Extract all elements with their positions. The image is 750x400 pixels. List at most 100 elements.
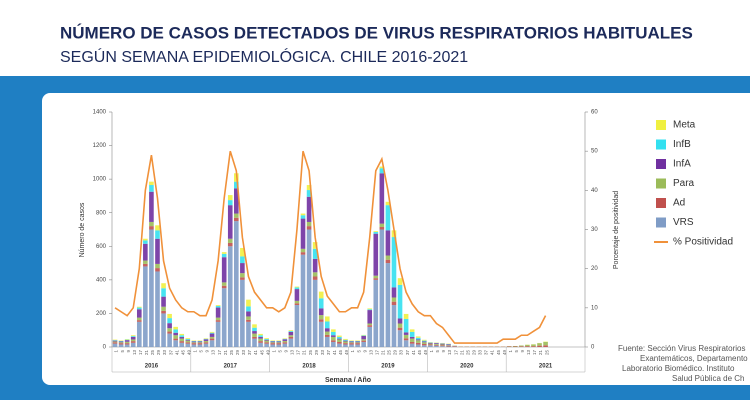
bar-segment	[391, 297, 397, 302]
x-tick-label: 1	[508, 350, 513, 353]
bar-segment	[240, 247, 245, 257]
x-axis-title: Semana / Año	[325, 377, 371, 384]
bar-segment	[167, 328, 172, 332]
bar-segment	[276, 343, 282, 345]
bar-segment	[215, 307, 221, 318]
bar-segment	[240, 256, 245, 264]
bar-segment	[373, 233, 379, 276]
bar-segment	[415, 336, 421, 338]
bar-segment	[312, 242, 318, 249]
bar-segment	[421, 343, 427, 346]
bar-segment	[379, 226, 385, 230]
x-tick-label: 21	[302, 350, 307, 356]
bar-segment	[318, 315, 324, 320]
bar-segment	[367, 309, 373, 311]
x-tick-label: 41	[332, 350, 337, 356]
bar-segment	[149, 185, 154, 192]
bar-segment	[373, 232, 379, 234]
bar-segment	[124, 340, 130, 342]
bar-segment	[349, 343, 354, 345]
bar-segment	[173, 329, 178, 333]
bar-segment	[240, 277, 245, 280]
x-tick-label: 1	[429, 350, 434, 353]
x-tick-label: 21	[223, 350, 228, 356]
bar-segment	[240, 273, 245, 278]
bar-segment	[246, 319, 251, 322]
x-tick-label: 17	[453, 350, 458, 356]
bar-segment	[379, 229, 385, 347]
bar-segment	[173, 338, 178, 341]
bar-segment	[112, 339, 118, 341]
year-label: 2016	[145, 364, 159, 370]
y-tick-label: 1400	[93, 110, 107, 116]
y-tick-label: 200	[96, 311, 107, 317]
bar-segment	[234, 188, 239, 214]
bar-segment	[130, 342, 136, 347]
bar-segment	[240, 263, 245, 274]
x-tick-label: 25	[308, 350, 313, 356]
bar-segment	[312, 279, 318, 347]
bar-segment	[421, 341, 427, 343]
bar-segment	[373, 278, 379, 280]
bar-segment	[343, 341, 348, 344]
bar-segment	[167, 318, 172, 324]
x-tick-label: 33	[241, 350, 246, 356]
bar-segment	[294, 300, 300, 304]
bar-segment	[312, 248, 318, 259]
bar-segment	[421, 339, 427, 341]
bar-segment	[391, 301, 397, 306]
x-tick-label: 17	[532, 350, 537, 356]
source-line: Laboratorio Biomédico. Instituto	[622, 364, 735, 373]
bar-segment	[294, 289, 300, 301]
x-tick-label: 33	[399, 350, 404, 356]
bar-segment	[349, 344, 354, 347]
bar-segment	[531, 344, 536, 347]
bar-segment	[179, 333, 185, 336]
legend-label: InfB	[673, 139, 691, 150]
bar-segment	[343, 339, 348, 341]
bar-segment	[525, 344, 530, 347]
bar-segment	[270, 342, 276, 344]
x-tick-label: 33	[162, 350, 167, 356]
bar-segment	[136, 321, 142, 347]
bar-segment	[149, 221, 154, 227]
bar-segment	[118, 340, 124, 342]
bar-segment	[130, 341, 136, 343]
y-tick-label: 1200	[93, 143, 107, 149]
bar-segment	[270, 340, 276, 341]
bar-segment	[367, 325, 373, 327]
bar-segment	[446, 346, 451, 347]
bar-segment	[118, 344, 124, 347]
x-tick-label: 41	[490, 350, 495, 356]
x-tick-label: 5	[199, 350, 204, 353]
y2-tick-label: 0	[591, 345, 595, 351]
x-tick-label: 33	[478, 350, 483, 356]
x-tick-label: 17	[217, 350, 222, 356]
bar-segment	[252, 331, 257, 334]
bar-segment	[331, 335, 336, 337]
bar-segment	[227, 195, 233, 201]
x-tick-label: 13	[368, 350, 373, 356]
x-tick-label: 41	[253, 350, 258, 356]
x-tick-label: 29	[156, 350, 161, 356]
bar-segment	[130, 339, 136, 342]
bar-segment	[124, 339, 130, 340]
bar-segment	[149, 229, 154, 347]
x-tick-label: 25	[387, 350, 392, 356]
bar-segment	[324, 328, 330, 332]
bar-segment	[234, 221, 239, 347]
bar-segment	[234, 213, 239, 218]
x-tick-label: 9	[126, 350, 131, 353]
bar-segment	[276, 340, 282, 341]
bar-segment	[209, 338, 215, 341]
bar-segment	[124, 343, 130, 345]
bar-segment	[149, 191, 154, 222]
x-tick-label: 37	[484, 350, 489, 356]
x-tick-label: 17	[296, 350, 301, 356]
y-axis-title: Número de casos	[79, 202, 86, 257]
bar-segment	[512, 345, 518, 347]
bar-segment	[143, 243, 148, 261]
bar-segment	[440, 343, 445, 345]
bar-segment	[306, 196, 312, 222]
legend-label: VRS	[673, 217, 694, 228]
